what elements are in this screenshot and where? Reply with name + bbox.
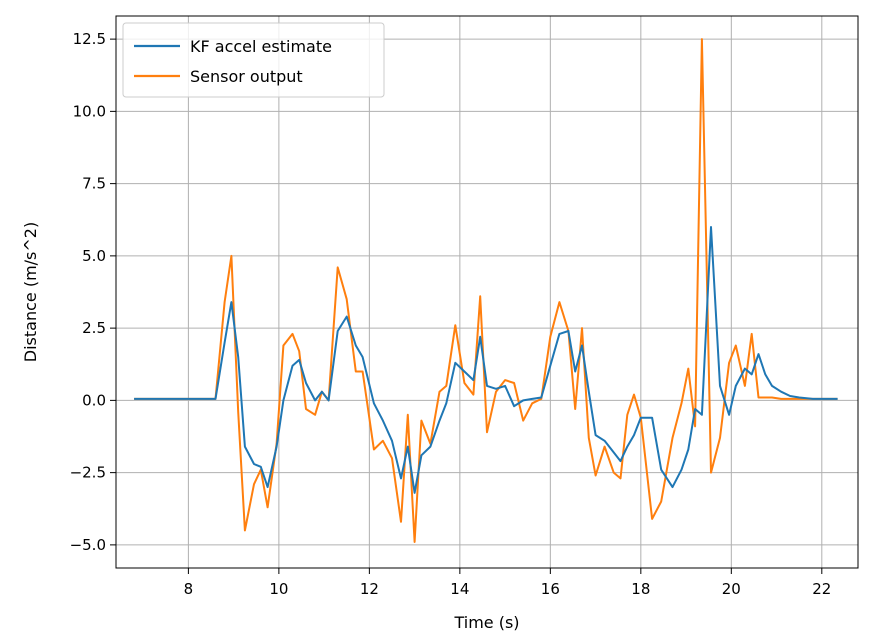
legend: KF accel estimate Sensor output <box>122 22 385 98</box>
x-tick-label: 8 <box>184 580 194 598</box>
y-tick-label: −5.0 <box>70 536 106 554</box>
y-tick-label: 12.5 <box>73 30 106 48</box>
x-tick-label: 22 <box>812 580 831 598</box>
y-tick-label: 2.5 <box>82 319 106 337</box>
legend-label-kf-accel-estimate: KF accel estimate <box>190 37 332 56</box>
x-axis-title: Time (s) <box>453 613 519 632</box>
y-tick-label: 10.0 <box>73 102 106 120</box>
series-lines <box>134 38 838 543</box>
y-tick-label: −2.5 <box>70 464 106 482</box>
y-tick-label: 0.0 <box>82 391 106 409</box>
y-tick-label: 5.0 <box>82 247 106 265</box>
x-tick-label: 20 <box>722 580 741 598</box>
grid-lines <box>116 16 858 568</box>
series-line-sensor-output <box>134 38 838 543</box>
y-tick-label: 7.5 <box>82 175 106 193</box>
x-tick-label: 10 <box>269 580 288 598</box>
x-axis-ticks: 8 10 12 14 16 18 20 22 <box>184 568 831 598</box>
y-axis-ticks: −5.0 −2.5 0.0 2.5 5.0 7.5 10.0 12.5 <box>70 30 116 554</box>
plot-frame <box>115 15 859 569</box>
x-tick-label: 18 <box>631 580 650 598</box>
plot-area <box>116 16 858 568</box>
x-tick-label: 14 <box>450 580 469 598</box>
legend-box <box>122 22 385 98</box>
x-tick-label: 12 <box>360 580 379 598</box>
legend-label-sensor-output: Sensor output <box>190 67 303 86</box>
series-line-kf-accel-estimate <box>134 226 838 494</box>
y-axis-title: Distance (m/s^2) <box>21 222 40 362</box>
x-tick-label: 16 <box>541 580 560 598</box>
